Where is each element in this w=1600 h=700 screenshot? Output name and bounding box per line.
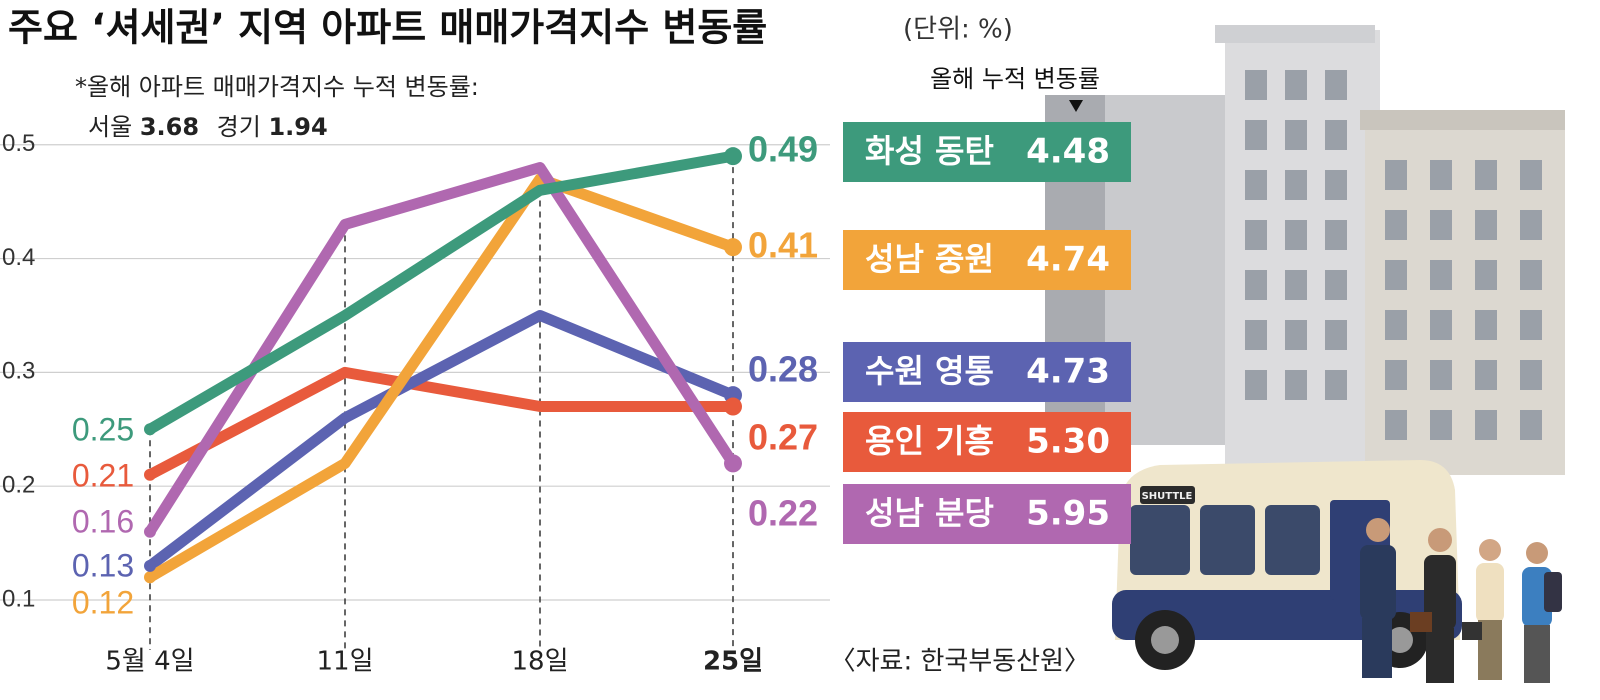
x-tick-label: 25일 [703, 647, 763, 677]
bus-sign [1140, 486, 1195, 504]
legend-label: 성남 중원 [865, 240, 994, 278]
cumulative-label: 4.48 [1026, 132, 1110, 172]
cumulative-title: 올해 누적 변동률 [930, 65, 1100, 93]
unit: (단위: %) [903, 15, 1013, 45]
start-value-label: 0.21 [72, 457, 134, 493]
start-value-label: 0.25 [72, 411, 134, 447]
end-value-label: 0.22 [748, 493, 818, 534]
legend-label: 성남 분당 [865, 494, 994, 532]
y-tick-label: 0.2 [2, 472, 35, 499]
cumulative-label: 5.30 [1026, 422, 1110, 462]
y-tick-label: 0.5 [2, 130, 35, 157]
windows [1245, 70, 1542, 440]
x-tick-label: 11일 [316, 647, 373, 677]
cumulative-label: 5.95 [1026, 494, 1110, 534]
start-value-label: 0.13 [72, 547, 134, 583]
start-dot [144, 525, 156, 538]
start-value-label: 0.12 [72, 584, 134, 620]
cumulative-label: 4.74 [1026, 240, 1110, 280]
legend-box [843, 342, 1131, 402]
legend-box [843, 412, 1131, 472]
end-value-label: 0.49 [748, 129, 818, 170]
note-value: 3.68 [140, 113, 199, 141]
legend-label: 용인 기흥 [865, 422, 994, 460]
note: *올해 아파트 매매가격지수 누적 변동률: [75, 73, 479, 101]
end-dot [724, 454, 742, 473]
legend-box [843, 484, 1131, 544]
people [1360, 518, 1562, 683]
end-dot [724, 238, 742, 257]
series-line [144, 162, 739, 538]
note-name: 서울 [88, 113, 132, 141]
legend-label: 화성 동탄 [865, 132, 994, 170]
bus-window [1265, 505, 1320, 575]
plot: 0.25 0.49 화성 동탄 4.48 0.12 0.41 성남 중원 4.74 0.13 0.… [72, 122, 1131, 620]
source: 〈자료: 한국부동산원〉 [830, 647, 1090, 677]
pointer [1069, 100, 1083, 112]
legend-label: 수원 영통 [865, 352, 994, 390]
building-roof [1360, 110, 1565, 130]
legend-box [843, 230, 1131, 290]
series-line [144, 173, 739, 583]
chart-title: 주요 ‘셔세권’ 지역 아파트 매매가격지수 변동률 [8, 6, 767, 50]
series-line [144, 309, 739, 572]
legend-box [843, 122, 1131, 182]
start-dot [144, 559, 156, 572]
series-line [144, 366, 739, 481]
end-value-label: 0.27 [748, 417, 818, 458]
wheel-hub [1151, 626, 1179, 654]
series-line [144, 150, 739, 435]
cumulative-label: 4.73 [1026, 352, 1110, 392]
start-dot [144, 571, 156, 584]
note-name: 경기 [217, 113, 261, 141]
end-dot [724, 147, 742, 166]
x-tick-label: 18일 [511, 647, 568, 677]
illustration-bus: SHUTTLE [1112, 460, 1562, 683]
end-dot [724, 397, 742, 416]
start-dot [144, 468, 156, 481]
bus-window [1130, 505, 1190, 575]
start-dot [144, 423, 156, 436]
bus-window [1200, 505, 1255, 575]
y-tick-label: 0.1 [2, 585, 35, 612]
bus-sign-text: SHUTTLE [1142, 491, 1193, 502]
end-value-label: 0.41 [748, 225, 818, 266]
x-tick-label: 5월 4일 [105, 647, 194, 677]
building-roof [1215, 25, 1375, 43]
note-value: 1.94 [268, 113, 327, 141]
note-values: 서울 3.68 경기 1.94 [88, 113, 328, 141]
y-tick-label: 0.3 [2, 358, 35, 385]
end-value-label: 0.28 [748, 349, 818, 390]
y-tick-label: 0.4 [2, 244, 35, 271]
wheel-hub [1387, 627, 1413, 653]
start-value-label: 0.16 [72, 503, 134, 539]
